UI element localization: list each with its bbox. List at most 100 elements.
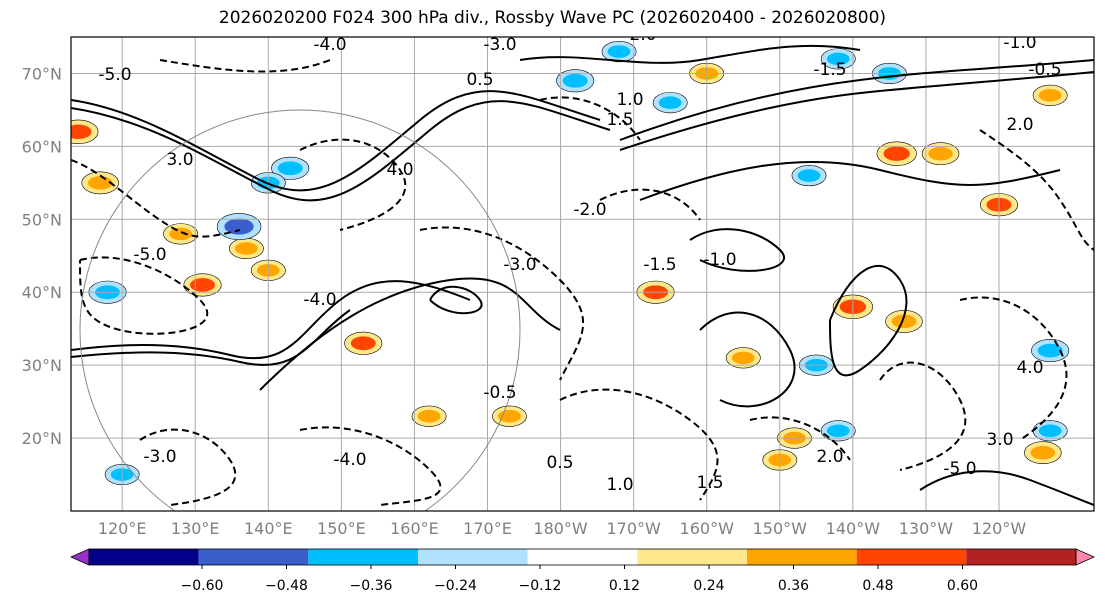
reference-arc [79, 109, 521, 511]
contour-label: 1.5 [606, 110, 633, 130]
positive-contour [639, 161, 1061, 201]
map-background [71, 37, 1094, 511]
colorbar-segment [527, 549, 638, 565]
positive-contour [259, 277, 561, 391]
divergence-patch [216, 213, 262, 241]
contour-label: 3.0 [986, 430, 1013, 450]
contour-label: 1.5 [696, 473, 723, 493]
colorbar-tick-label: 0.48 [862, 578, 893, 594]
positive-contour [699, 311, 796, 408]
lon-tick-label: 120°E [98, 519, 147, 538]
positive-contour [619, 59, 1094, 141]
lon-tick-label: 140°E [244, 519, 293, 538]
divergence-patch [1031, 339, 1070, 363]
colorbar-frame [88, 548, 1077, 566]
colorbar-tick-label: −0.36 [350, 578, 393, 594]
negative-contour [139, 428, 237, 506]
divergence-patch [228, 237, 264, 260]
colorbar-tick-label: 0.12 [609, 578, 640, 594]
positive-contour [71, 280, 471, 360]
colorbar-segment [747, 549, 857, 565]
lon-tick-label: 170°W [606, 519, 661, 538]
lat-tick-label: 70°N [22, 64, 62, 83]
positive-contour [829, 264, 908, 377]
positive-contour [71, 100, 611, 202]
negative-contour [79, 256, 209, 335]
colorbar-segment [418, 549, 528, 565]
divergence-patch [81, 171, 119, 195]
map-frame [70, 36, 1095, 512]
negative-contour [71, 159, 241, 238]
contour-label: 2.0 [1006, 115, 1033, 135]
chart-title: 2026020200 F024 300 hPa div., Rossby Wav… [218, 8, 887, 28]
colorbar-tick-label: 0.24 [693, 578, 724, 594]
lon-tick-label: 130°W [899, 519, 954, 538]
contour-label: -4.0 [313, 35, 346, 55]
colorbar-segment [966, 549, 1076, 565]
positive-contour [519, 44, 861, 64]
colorbar-extend-low [70, 548, 90, 566]
negative-contour [749, 416, 851, 461]
contour-label: -0.5 [483, 383, 516, 403]
contour-label: 4.0 [386, 160, 413, 180]
lat-tick-label: 40°N [22, 283, 62, 302]
positive-contour [429, 285, 483, 315]
divergence-patch [1032, 420, 1068, 442]
colorbar-segment [198, 549, 309, 565]
colorbar-tick-label: 0.60 [947, 578, 978, 594]
contour-label: -1.5 [813, 60, 846, 80]
contour-label: -3.0 [503, 255, 536, 275]
lat-tick-label: 30°N [22, 356, 62, 375]
divergence-patch [71, 119, 99, 144]
divergence-patch [1024, 441, 1062, 465]
colorbar-tick-label: −0.48 [265, 578, 308, 594]
colorbar-tick-label: −0.12 [519, 578, 562, 594]
colorbar-segment [89, 549, 199, 565]
contour-label: 4.0 [1016, 358, 1043, 378]
colorbar-tick-label: −0.60 [181, 578, 224, 594]
contour-label: -1.0 [1003, 33, 1036, 53]
colorbar-segment [308, 549, 418, 565]
divergence-patch [556, 69, 595, 93]
lon-tick-label: 160°W [680, 519, 735, 538]
contour-label: -5.0 [943, 459, 976, 479]
contour-label: -1.0 [703, 250, 736, 270]
divergence-patch [271, 156, 310, 180]
positive-contour [71, 90, 601, 192]
lon-tick-label: 130°E [171, 519, 220, 538]
contour-label: -3.0 [483, 35, 516, 55]
positive-contour [619, 71, 1094, 151]
contour-label: 3.0 [166, 150, 193, 170]
contour-label: -1.5 [643, 255, 676, 275]
colorbar-tick-label: −0.24 [434, 578, 477, 594]
negative-contour [559, 388, 719, 501]
divergence-patch [791, 164, 827, 187]
divergence-patch [344, 331, 383, 355]
divergence-patch [411, 405, 447, 427]
contour-label: 0.5 [466, 70, 493, 90]
divergence-patch [885, 310, 923, 333]
contour-label: -4.0 [333, 450, 366, 470]
negative-contour [299, 426, 442, 506]
contour-label: -5.0 [133, 245, 166, 265]
positive-contour [919, 470, 1094, 506]
contour-label: -0.5 [1028, 60, 1061, 80]
contour-label: 2.0 [816, 447, 843, 467]
colorbar-segment [856, 549, 967, 565]
negative-contour [979, 129, 1094, 251]
negative-contour [419, 226, 585, 381]
lat-tick-label: 20°N [22, 429, 62, 448]
divergence-patch [725, 347, 761, 369]
contour-label: 0.5 [546, 453, 573, 473]
divergence-patch [820, 48, 856, 70]
divergence-patch [601, 41, 637, 63]
divergence-patch [876, 141, 917, 166]
divergence-patch [492, 405, 527, 427]
colorbar-tick-label: 0.36 [778, 578, 809, 594]
lat-tick-label: 60°N [22, 137, 62, 156]
divergence-patch [183, 273, 222, 297]
lon-tick-label: 120°W [972, 519, 1027, 538]
negative-contour [599, 188, 701, 221]
negative-contour [159, 59, 331, 73]
